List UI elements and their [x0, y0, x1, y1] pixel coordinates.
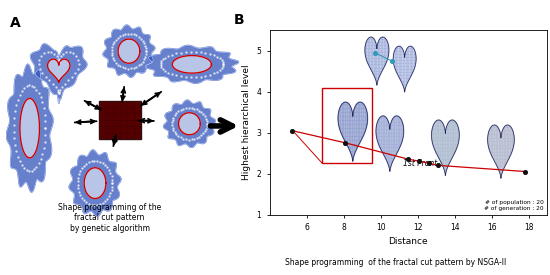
Polygon shape: [118, 39, 140, 63]
Polygon shape: [163, 100, 216, 147]
Polygon shape: [47, 59, 70, 82]
Polygon shape: [393, 46, 416, 92]
Text: 1st Front: 1st Front: [403, 159, 437, 168]
Polygon shape: [376, 116, 404, 171]
Point: [287, 128, 296, 133]
Point: [415, 159, 424, 163]
Polygon shape: [365, 37, 389, 85]
Polygon shape: [338, 102, 367, 161]
Polygon shape: [7, 64, 53, 192]
X-axis label: Distance: Distance: [388, 237, 428, 246]
Point: [433, 163, 442, 167]
Text: Shape programming  of the fractal cut pattern by NSGA-II: Shape programming of the fractal cut pat…: [285, 258, 507, 267]
Point: [404, 157, 412, 161]
Y-axis label: Highest hierarchical level: Highest hierarchical level: [242, 65, 251, 180]
Polygon shape: [84, 168, 106, 199]
Polygon shape: [20, 98, 40, 158]
Polygon shape: [179, 113, 200, 135]
Point: [521, 169, 530, 174]
Point: [387, 59, 396, 63]
Polygon shape: [488, 125, 514, 178]
Polygon shape: [103, 25, 155, 77]
Text: # of population : 20
# of generation : 20: # of population : 20 # of generation : 2…: [484, 200, 543, 211]
Bar: [98, 101, 141, 139]
Point: [341, 141, 350, 145]
Polygon shape: [69, 150, 121, 216]
Polygon shape: [145, 45, 239, 83]
Point: [425, 161, 433, 166]
Point: [371, 51, 380, 55]
Text: A: A: [10, 16, 21, 30]
Bar: [322, 87, 372, 163]
Text: Shape programming of the
fractal cut pattern
by genetic algorithm: Shape programming of the fractal cut pat…: [58, 203, 161, 233]
Polygon shape: [31, 44, 87, 104]
Text: B: B: [233, 13, 244, 27]
Polygon shape: [432, 120, 459, 175]
Polygon shape: [172, 56, 211, 73]
